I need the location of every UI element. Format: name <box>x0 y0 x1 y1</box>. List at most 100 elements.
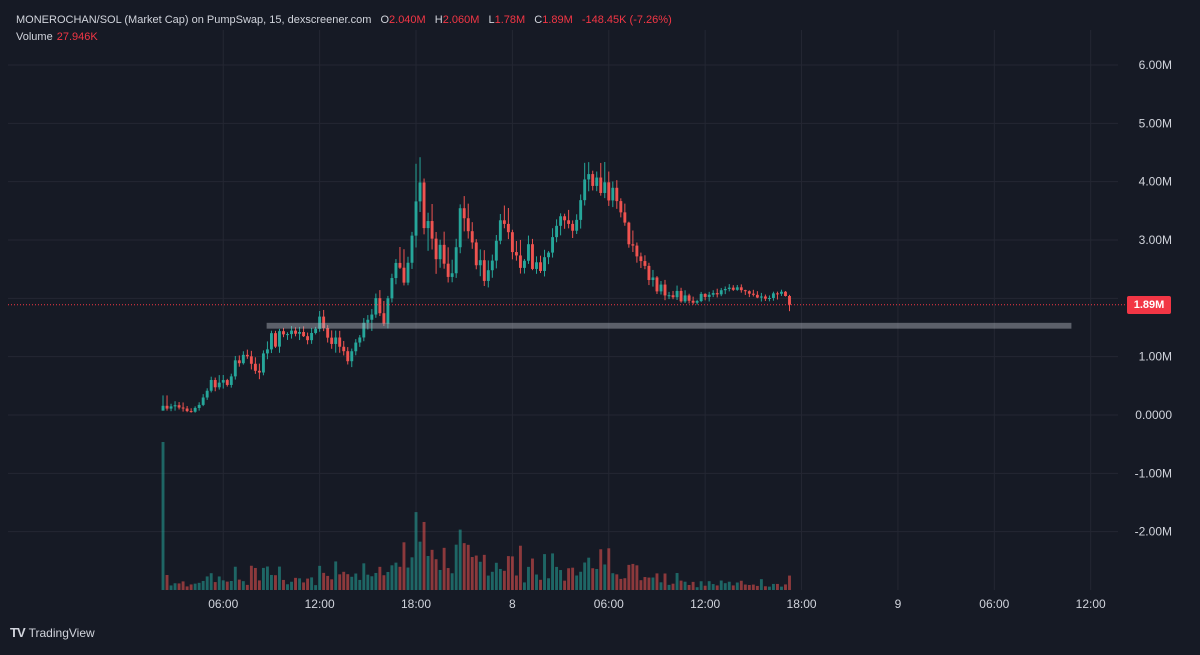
volume-bar <box>221 580 225 590</box>
candle <box>386 295 390 329</box>
candle-body <box>502 220 506 224</box>
candle <box>699 291 703 303</box>
candle-body <box>675 290 679 298</box>
volume-bar <box>611 573 615 590</box>
candle-body <box>719 290 723 295</box>
candle-body <box>743 290 747 292</box>
volume-bar <box>338 574 342 590</box>
candle <box>249 350 253 370</box>
candle <box>595 171 599 192</box>
candle <box>703 293 707 301</box>
volume-label[interactable]: Volume <box>16 31 53 43</box>
tradingview-brand[interactable]: TV TradingView <box>10 625 95 640</box>
x-tick-label: 06:00 <box>594 597 624 611</box>
volume-bar <box>776 583 779 590</box>
volume-bar <box>771 583 775 590</box>
candle-body <box>611 187 615 201</box>
candle-body <box>523 260 526 268</box>
candle <box>767 295 771 302</box>
candle <box>691 296 695 305</box>
candle <box>659 281 663 295</box>
volume-bar <box>265 566 269 590</box>
volume-bar <box>543 554 546 590</box>
candle <box>286 332 289 340</box>
candle-body <box>747 291 751 294</box>
candle-body <box>201 397 205 405</box>
volume-bar <box>294 577 297 590</box>
volume-bar <box>498 568 502 590</box>
volume-bar <box>587 557 591 590</box>
volume-bar <box>659 582 663 590</box>
candle-body <box>514 252 518 256</box>
volume-bar <box>527 566 530 590</box>
candle <box>663 279 667 301</box>
candle-body <box>370 314 374 320</box>
candle-body <box>659 284 663 292</box>
candle-body <box>655 277 659 292</box>
volume-bar <box>510 556 514 590</box>
candle <box>265 341 269 360</box>
candle <box>474 239 478 270</box>
volume-bar <box>229 580 233 590</box>
candle <box>571 220 575 239</box>
candle-body <box>342 346 346 352</box>
candle <box>551 228 555 258</box>
candle <box>233 355 237 380</box>
candle-body <box>623 212 627 223</box>
volume-bar <box>591 568 595 590</box>
volume-bar <box>470 557 474 590</box>
candle-body <box>755 294 759 298</box>
x-tick-label: 06:00 <box>979 597 1009 611</box>
candle-body <box>531 244 534 269</box>
candle-body <box>727 287 731 289</box>
candle <box>655 276 659 295</box>
volume-bar <box>607 548 611 590</box>
volume-bar <box>739 580 743 590</box>
volume-bar <box>346 574 350 590</box>
candle <box>269 330 273 354</box>
candle <box>225 378 229 387</box>
candle-body <box>237 360 241 364</box>
candle <box>350 348 354 368</box>
candle-body <box>663 284 667 296</box>
volume-bar <box>201 580 205 590</box>
candle <box>751 289 755 297</box>
candle-body <box>257 370 261 373</box>
candle <box>274 330 277 348</box>
candle-body <box>241 354 245 364</box>
x-tick-label: 8 <box>509 597 516 611</box>
support-zone-rect[interactable] <box>266 322 1072 329</box>
candle <box>739 284 743 293</box>
candle <box>723 286 727 295</box>
candle-body <box>607 182 611 201</box>
volume-bar <box>711 584 715 590</box>
volume-bar <box>257 580 261 590</box>
symbol-title[interactable]: MONEROCHAN/SOL (Market Cap) on PumpSwap,… <box>16 14 372 26</box>
candle <box>667 291 671 300</box>
volume-bar <box>679 580 683 590</box>
candle-body <box>735 287 739 290</box>
candle <box>426 212 430 251</box>
volume-bar <box>209 573 213 590</box>
candle <box>647 262 651 286</box>
candle-body <box>245 354 249 357</box>
candle-body <box>185 408 189 412</box>
candle <box>719 287 723 297</box>
candle <box>245 349 249 359</box>
volume-bar <box>434 559 438 590</box>
candle-body <box>286 334 289 336</box>
volume-bar <box>310 577 314 590</box>
candle <box>639 252 643 268</box>
volume-bar <box>322 572 326 590</box>
candle <box>579 194 583 229</box>
y-tick-label: -2.00M <box>1135 525 1172 539</box>
candle <box>587 162 591 192</box>
candle-body <box>627 222 631 245</box>
candle-body <box>731 287 735 290</box>
candle <box>330 330 334 349</box>
candle-body <box>691 300 695 303</box>
candle <box>651 269 655 287</box>
candle-body <box>454 247 458 274</box>
